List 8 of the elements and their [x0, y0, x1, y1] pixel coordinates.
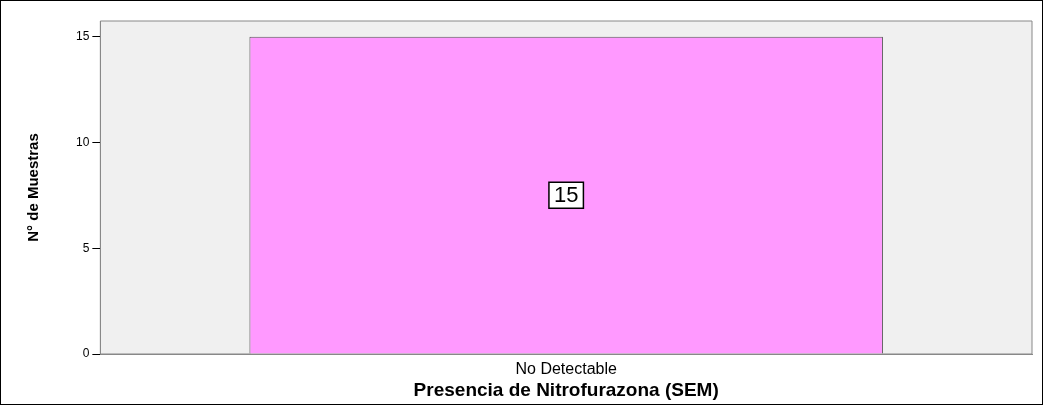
data-label: 15 [553, 182, 579, 208]
x-tick-label: No Detectable [515, 360, 617, 378]
y-tick-label: 15 [75, 29, 90, 44]
x-axis-title: Presencia de Nitrofurazona (SEM) [413, 378, 719, 400]
y-tick-label: 0 [82, 346, 90, 361]
y-tick-label: 5 [82, 240, 90, 255]
y-tick-label: 10 [75, 134, 90, 149]
y-axis-title: N° de Muestras [24, 133, 42, 242]
